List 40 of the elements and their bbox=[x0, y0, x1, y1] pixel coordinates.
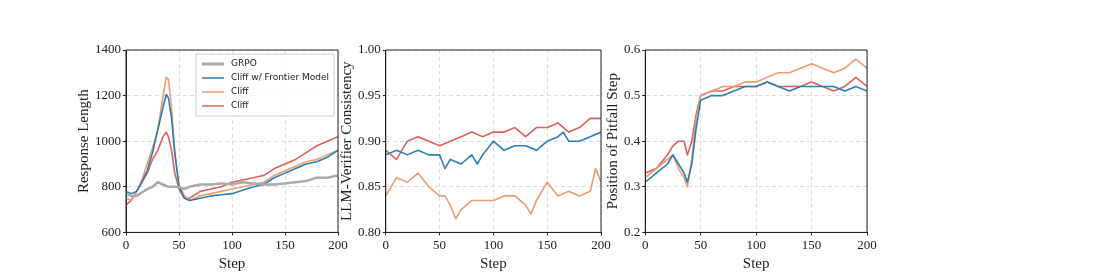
legend-label: Cliff w/ Frontier Model bbox=[231, 72, 330, 83]
y-axis-title: LLM-Verifier Consistency bbox=[337, 60, 354, 221]
x-tick-label: 0 bbox=[642, 236, 649, 252]
y-tick-label: 800 bbox=[101, 178, 121, 194]
y-tick-label: 0.2 bbox=[624, 223, 641, 239]
y-tick-label: 0.6 bbox=[624, 41, 641, 57]
x-tick-label: 200 bbox=[591, 236, 611, 252]
y-axis-title: Position of Pitfall Step bbox=[603, 73, 620, 210]
x-tick-label: 100 bbox=[746, 236, 766, 252]
x-tick-label: 150 bbox=[801, 236, 822, 252]
y-axis-title: Response Length bbox=[74, 88, 91, 194]
y-tick-label: 1000 bbox=[95, 132, 121, 148]
y-tick-label: 0.80 bbox=[358, 223, 381, 239]
x-tick-label: 150 bbox=[275, 236, 295, 252]
x-axis-title: Step bbox=[218, 254, 246, 271]
x-tick-label: 0 bbox=[122, 236, 130, 252]
y-tick-label: 0.5 bbox=[624, 87, 641, 103]
y-tick-label: 1400 bbox=[95, 41, 121, 57]
y-tick-label: 1.00 bbox=[358, 41, 381, 57]
y-tick-label: 0.3 bbox=[624, 178, 641, 194]
x-tick-label: 50 bbox=[433, 236, 447, 252]
x-axis-title: Step bbox=[742, 254, 770, 271]
y-tick-label: 0.95 bbox=[358, 87, 381, 103]
x-tick-label: 200 bbox=[328, 236, 348, 252]
x-tick-label: 100 bbox=[222, 236, 242, 252]
x-tick-label: 0 bbox=[382, 236, 389, 252]
x-axis-title: Step bbox=[480, 254, 507, 271]
x-tick-label: 50 bbox=[694, 236, 708, 252]
y-tick-label: 0.4 bbox=[624, 132, 641, 148]
x-tick-label: 100 bbox=[483, 236, 504, 252]
legend-label: Cliff bbox=[231, 86, 250, 97]
legend-label: Cliff bbox=[231, 100, 250, 111]
x-tick-label: 50 bbox=[172, 236, 186, 252]
x-tick-label: 150 bbox=[537, 236, 557, 252]
legend-label: GRPO bbox=[231, 58, 257, 69]
y-tick-label: 1200 bbox=[95, 87, 121, 103]
y-tick-label: 600 bbox=[101, 223, 121, 239]
x-tick-label: 200 bbox=[857, 236, 877, 252]
y-tick-label: 0.85 bbox=[358, 178, 381, 194]
y-tick-label: 0.90 bbox=[358, 132, 381, 148]
